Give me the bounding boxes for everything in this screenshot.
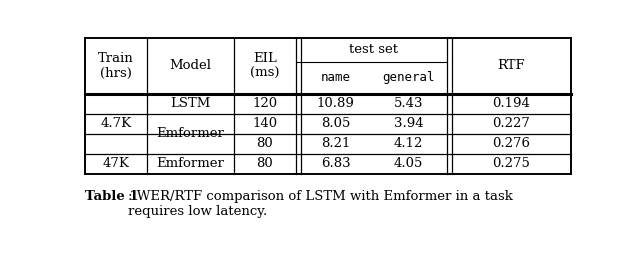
Text: 0.227: 0.227: [493, 117, 531, 130]
Text: : WER/RTF comparison of LSTM with Emformer in a task
requires low latency.: : WER/RTF comparison of LSTM with Emform…: [127, 190, 513, 218]
Text: name: name: [321, 71, 351, 84]
Text: 120: 120: [252, 97, 277, 110]
Text: RTF: RTF: [498, 59, 525, 72]
Text: 4.7K: 4.7K: [100, 117, 132, 130]
Text: test set: test set: [349, 43, 398, 56]
Text: 6.83: 6.83: [321, 157, 350, 171]
Text: general: general: [382, 71, 435, 84]
Text: Train
(hrs): Train (hrs): [98, 52, 134, 80]
Text: 8.05: 8.05: [321, 117, 350, 130]
Text: Table 1: Table 1: [85, 190, 139, 203]
Text: 8.21: 8.21: [321, 137, 350, 150]
Text: 5.43: 5.43: [394, 97, 423, 110]
Text: 4.05: 4.05: [394, 157, 423, 171]
Text: 80: 80: [257, 137, 273, 150]
Text: 3.94: 3.94: [394, 117, 424, 130]
Text: 0.194: 0.194: [493, 97, 531, 110]
Text: Emformer: Emformer: [156, 157, 224, 171]
Text: 10.89: 10.89: [317, 97, 355, 110]
Text: EIL
(ms): EIL (ms): [250, 52, 280, 80]
Bar: [85, 38, 571, 174]
Text: Emformer: Emformer: [156, 127, 224, 140]
Text: 140: 140: [252, 117, 277, 130]
Text: 47K: 47K: [102, 157, 129, 171]
Text: 0.275: 0.275: [493, 157, 531, 171]
Text: LSTM: LSTM: [170, 97, 211, 110]
Text: 0.276: 0.276: [493, 137, 531, 150]
Text: 80: 80: [257, 157, 273, 171]
Text: Model: Model: [170, 59, 211, 72]
Text: 4.12: 4.12: [394, 137, 423, 150]
